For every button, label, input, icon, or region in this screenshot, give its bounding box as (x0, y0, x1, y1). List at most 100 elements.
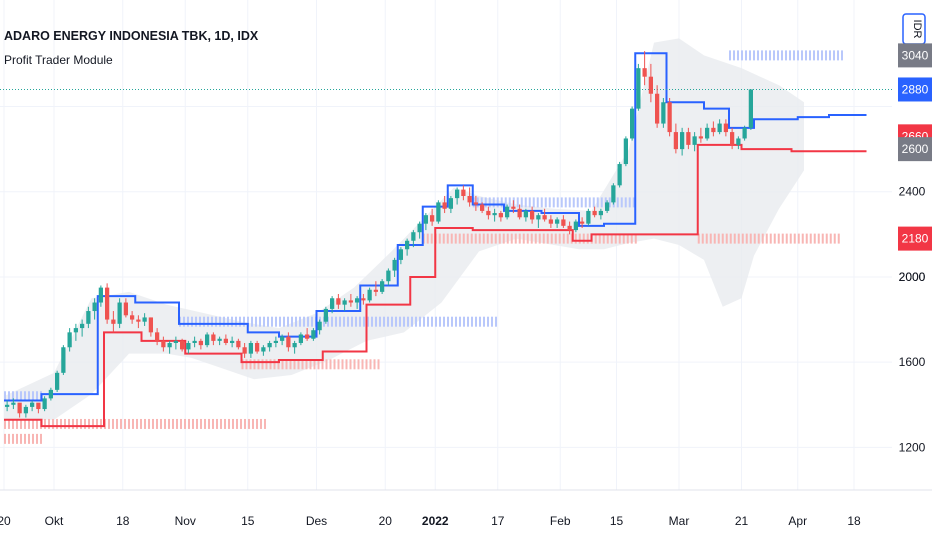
candle-body (586, 210, 591, 224)
candle (398, 247, 403, 265)
candle-body (73, 328, 78, 333)
lower-projection-dots (228, 418, 230, 429)
candle-body (567, 225, 572, 231)
upper-projection-dots (757, 50, 759, 61)
lower-projection-dots (180, 418, 182, 429)
lower-projection-dots (216, 418, 218, 429)
lower-projection-dots (506, 233, 509, 244)
lower-projection-dots (785, 233, 788, 244)
lower-projection-dots (241, 359, 244, 370)
upper-projection-dots (620, 197, 623, 208)
upper-projection-dots (295, 316, 297, 327)
candle (561, 215, 566, 228)
candle-body (673, 132, 678, 150)
candle (592, 206, 597, 218)
upper-projection-dots (459, 316, 461, 327)
upper-projection-dots (287, 316, 289, 327)
lower-projection-dots (4, 418, 6, 429)
upper-projection-dots (411, 316, 413, 327)
candle (361, 294, 366, 305)
candle (380, 279, 385, 294)
candle (742, 125, 747, 141)
upper-projection-dots (307, 316, 309, 327)
candle (48, 387, 53, 401)
candle-body (161, 340, 166, 348)
candle (686, 127, 691, 150)
upper-projection-dots (495, 316, 497, 327)
lower-projection-dots (530, 233, 533, 244)
candle-body (473, 202, 478, 205)
candle (536, 213, 541, 228)
lower-projection-dots (769, 233, 772, 244)
upper-projection-dots (223, 316, 225, 327)
x-tick-label: Feb (550, 514, 571, 528)
upper-projection-dots (825, 50, 827, 61)
lower-projection-dots (450, 233, 453, 244)
upper-projection-dots (552, 197, 555, 208)
lower-projection-dots (554, 233, 557, 244)
upper-projection-dots (263, 316, 265, 327)
lower-projection-dots (56, 418, 58, 429)
x-tick-label: Des (306, 514, 327, 528)
candle-body (636, 68, 641, 109)
candle (30, 400, 35, 412)
lower-projection-dots (781, 233, 784, 244)
candle (417, 221, 422, 239)
upper-projection-dots (769, 50, 771, 61)
upper-projection-dots (283, 316, 285, 327)
lower-projection-dots (24, 433, 26, 444)
upper-projection-dots (789, 50, 791, 61)
upper-projection-dots (841, 50, 843, 61)
upper-projection-dots (809, 50, 811, 61)
upper-projection-dots (801, 50, 803, 61)
upper-projection-dots (439, 316, 441, 327)
lower-projection-dots (285, 359, 288, 370)
lower-projection-dots (176, 418, 178, 429)
upper-projection-dots (335, 316, 337, 327)
upper-projection-dots (833, 50, 835, 61)
lower-projection-dots (36, 433, 38, 444)
upper-projection-dots (339, 316, 341, 327)
upper-projection-dots (32, 391, 34, 402)
price-badge: 2880 (898, 77, 932, 102)
candle-body (267, 343, 272, 348)
lower-projection-dots (365, 359, 368, 370)
upper-projection-dots (516, 197, 519, 208)
candle (205, 332, 210, 348)
lower-projection-dots (8, 433, 10, 444)
upper-projection-dots (781, 50, 783, 61)
lower-projection-dots (252, 418, 254, 429)
candle (42, 396, 47, 412)
candle-body (398, 249, 403, 260)
lower-projection-dots (765, 233, 768, 244)
candle-body (467, 196, 472, 203)
lower-projection-dots (76, 418, 78, 429)
upper-projection-dots (187, 316, 189, 327)
candle-body (648, 76, 653, 94)
lower-projection-dots (256, 418, 258, 429)
lower-projection-dots (44, 418, 46, 429)
indicator-label[interactable]: Profit Trader Module (4, 53, 113, 67)
candle-body (680, 132, 685, 150)
lower-projection-dots (108, 418, 110, 429)
candle-body (742, 127, 747, 139)
upper-projection-dots (239, 316, 241, 327)
lower-projection-dots (610, 233, 613, 244)
lower-projection-dots (490, 233, 493, 244)
candle (423, 213, 428, 231)
lower-projection-dots (737, 233, 740, 244)
lower-projection-dots (745, 233, 748, 244)
candle-body (692, 136, 697, 145)
x-tick-label: 17 (491, 514, 505, 528)
lower-projection-dots (837, 233, 840, 244)
lower-projection-dots (705, 233, 708, 244)
candle (67, 328, 72, 352)
lower-projection-dots (192, 418, 194, 429)
upper-projection-dots (191, 316, 193, 327)
lower-projection-dots (32, 418, 34, 429)
lower-projection-dots (261, 359, 264, 370)
candle (523, 208, 528, 222)
upper-projection-dots (399, 316, 401, 327)
